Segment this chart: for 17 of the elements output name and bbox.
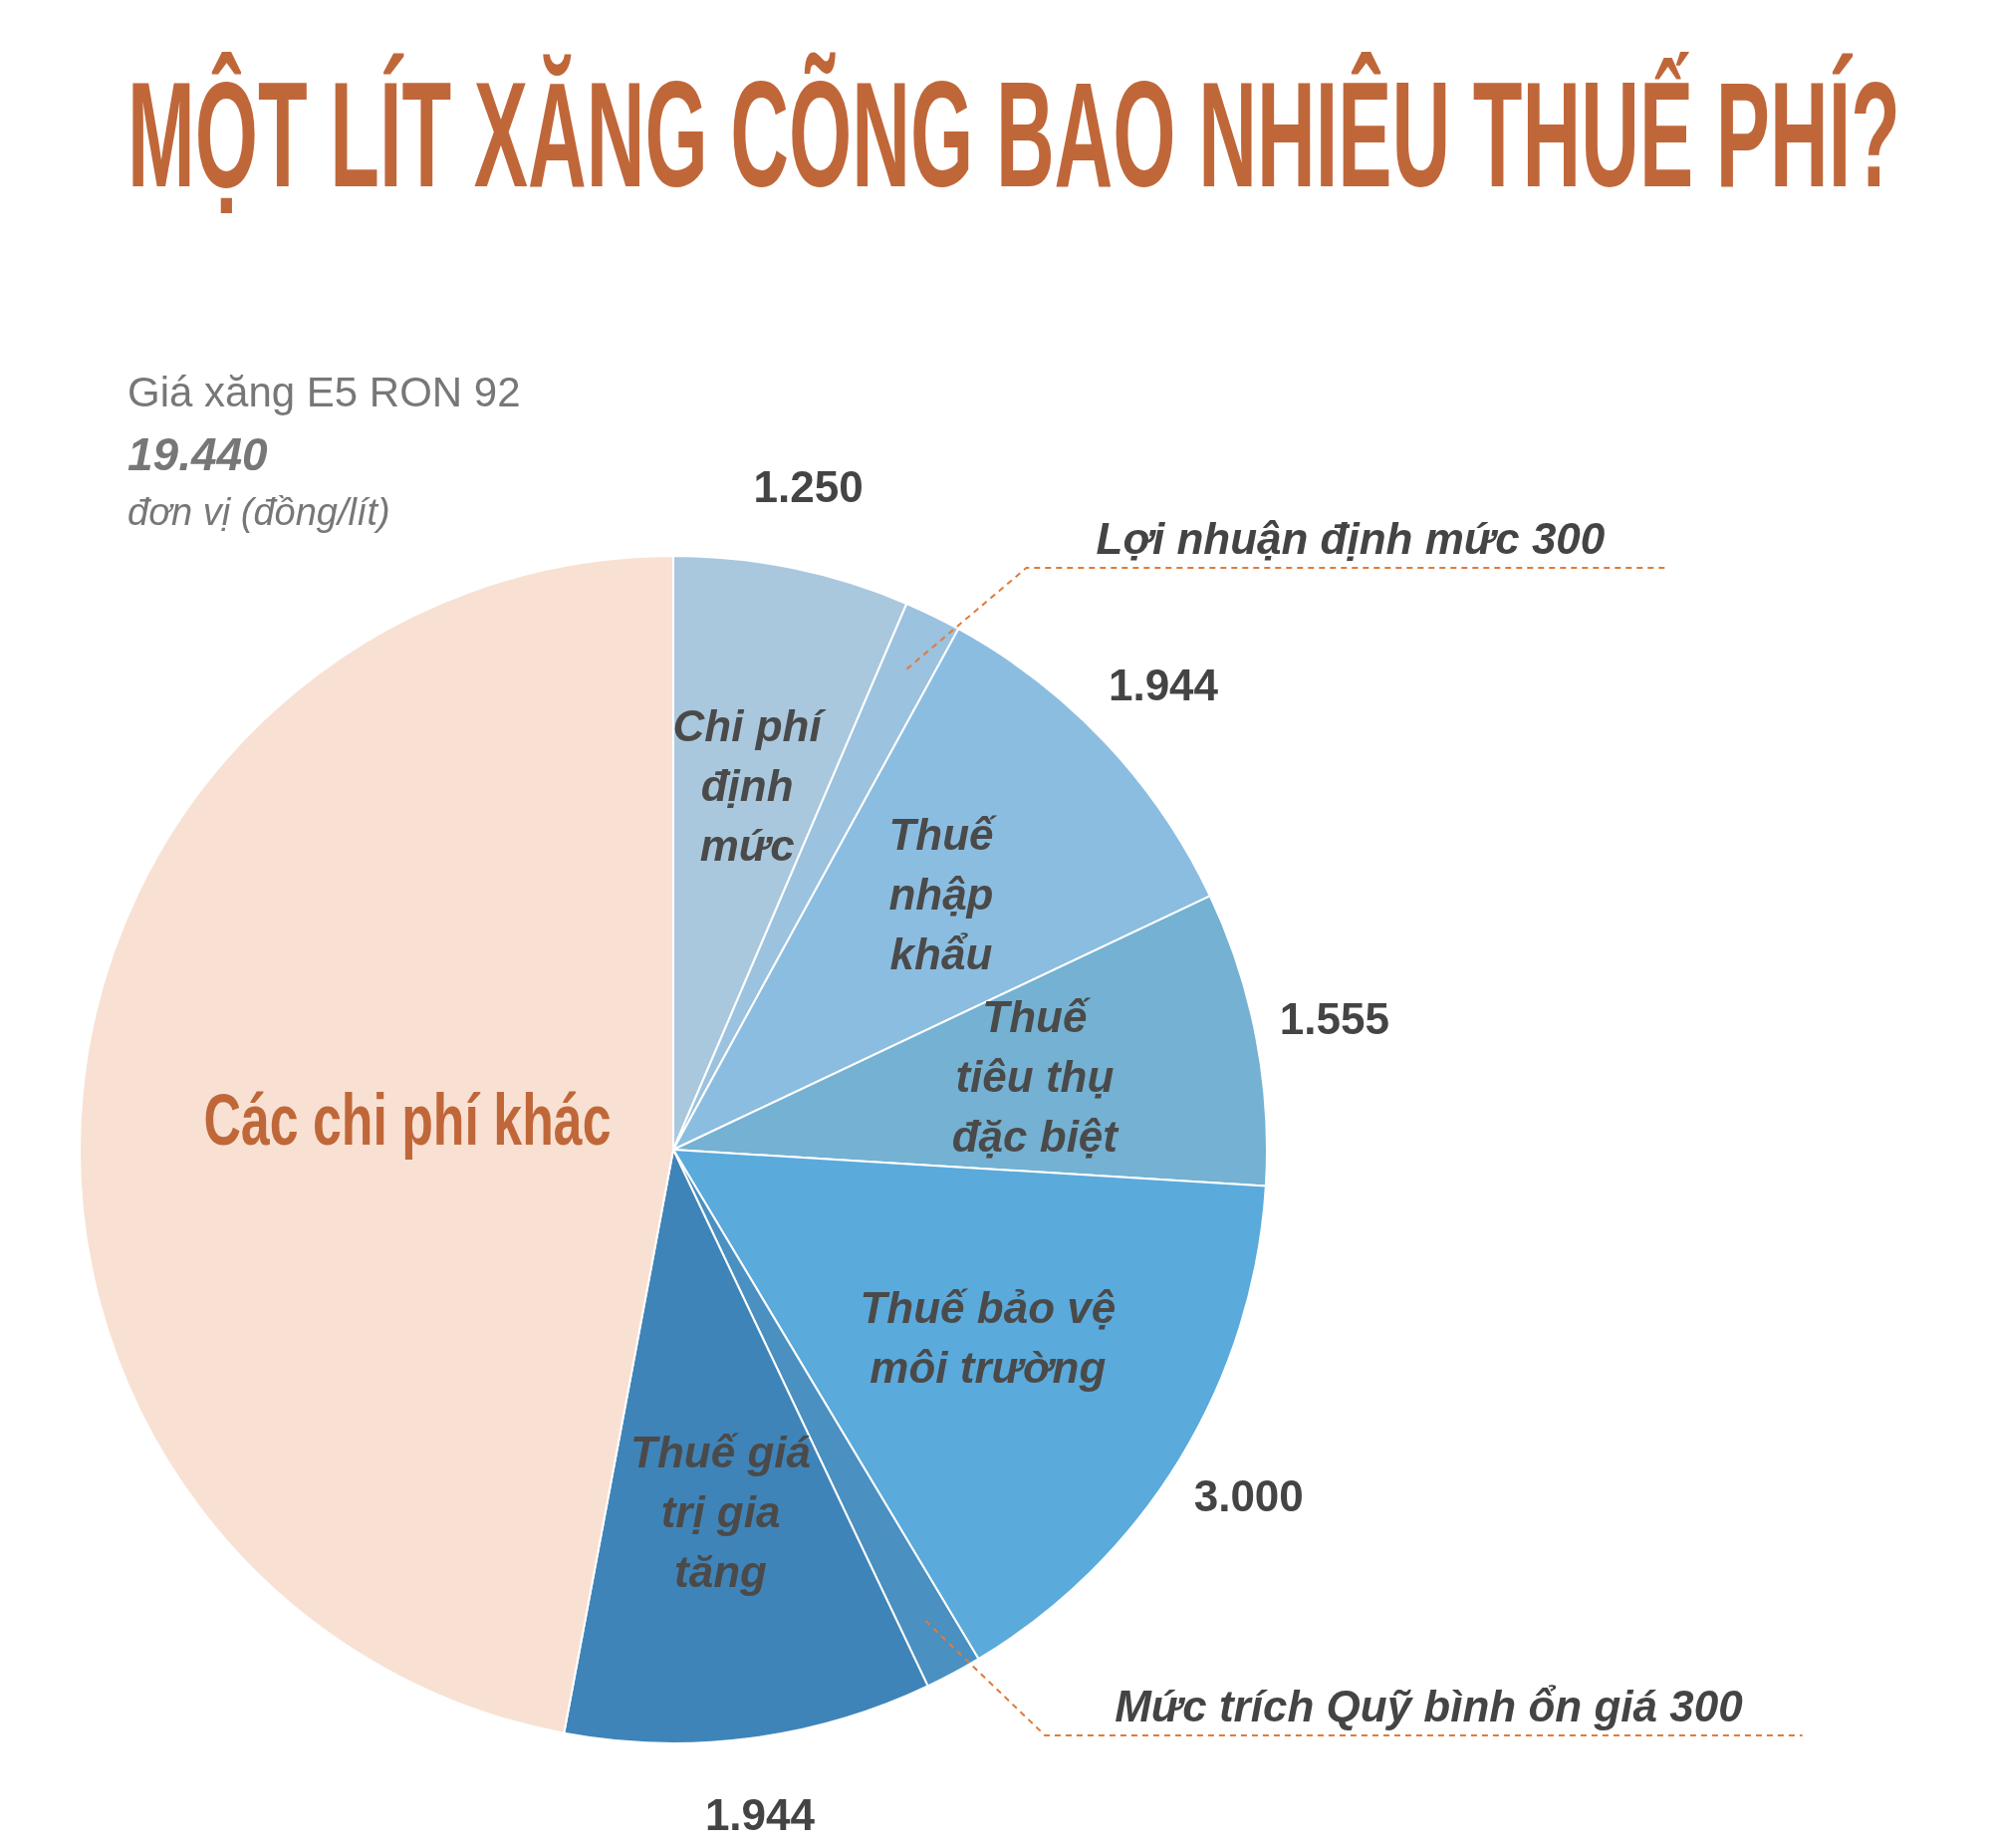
slice-label: Chi phí định mức [672,701,827,871]
data-label: 3.000 [1193,1471,1304,1521]
slice-label: Mức trích Quỹ bình ổn giá 300 [1115,1682,1744,1730]
chart-subtitle: Giá xăng E5 RON 92 [127,368,521,417]
slice-label: Thuế nhập khẩu [888,809,999,978]
data-label: 1.555 [1279,994,1389,1044]
slice-label: Các chi phí khác [203,1079,612,1160]
text: 19.440 [127,426,269,482]
slice-label: Thuế tiêu thụ đặc biệt [951,992,1120,1162]
text: đơn vị (đồng/lít) [127,490,391,536]
slice-label: Lợi nhuận định mức 300 [1096,514,1606,563]
chart-title: MỘT LÍT XĂNG CÕNG BAO NHIÊU THUẾ PHÍ? [127,51,1900,218]
data-label: 1.250 [753,461,864,511]
slice-label: Thuế bảo vệ môi trường [860,1282,1117,1392]
slice-label: Thuế giá trị gia tăng [630,1427,811,1596]
data-label: 1.944 [1108,660,1219,709]
data-label: 1.944 [704,1789,816,1839]
